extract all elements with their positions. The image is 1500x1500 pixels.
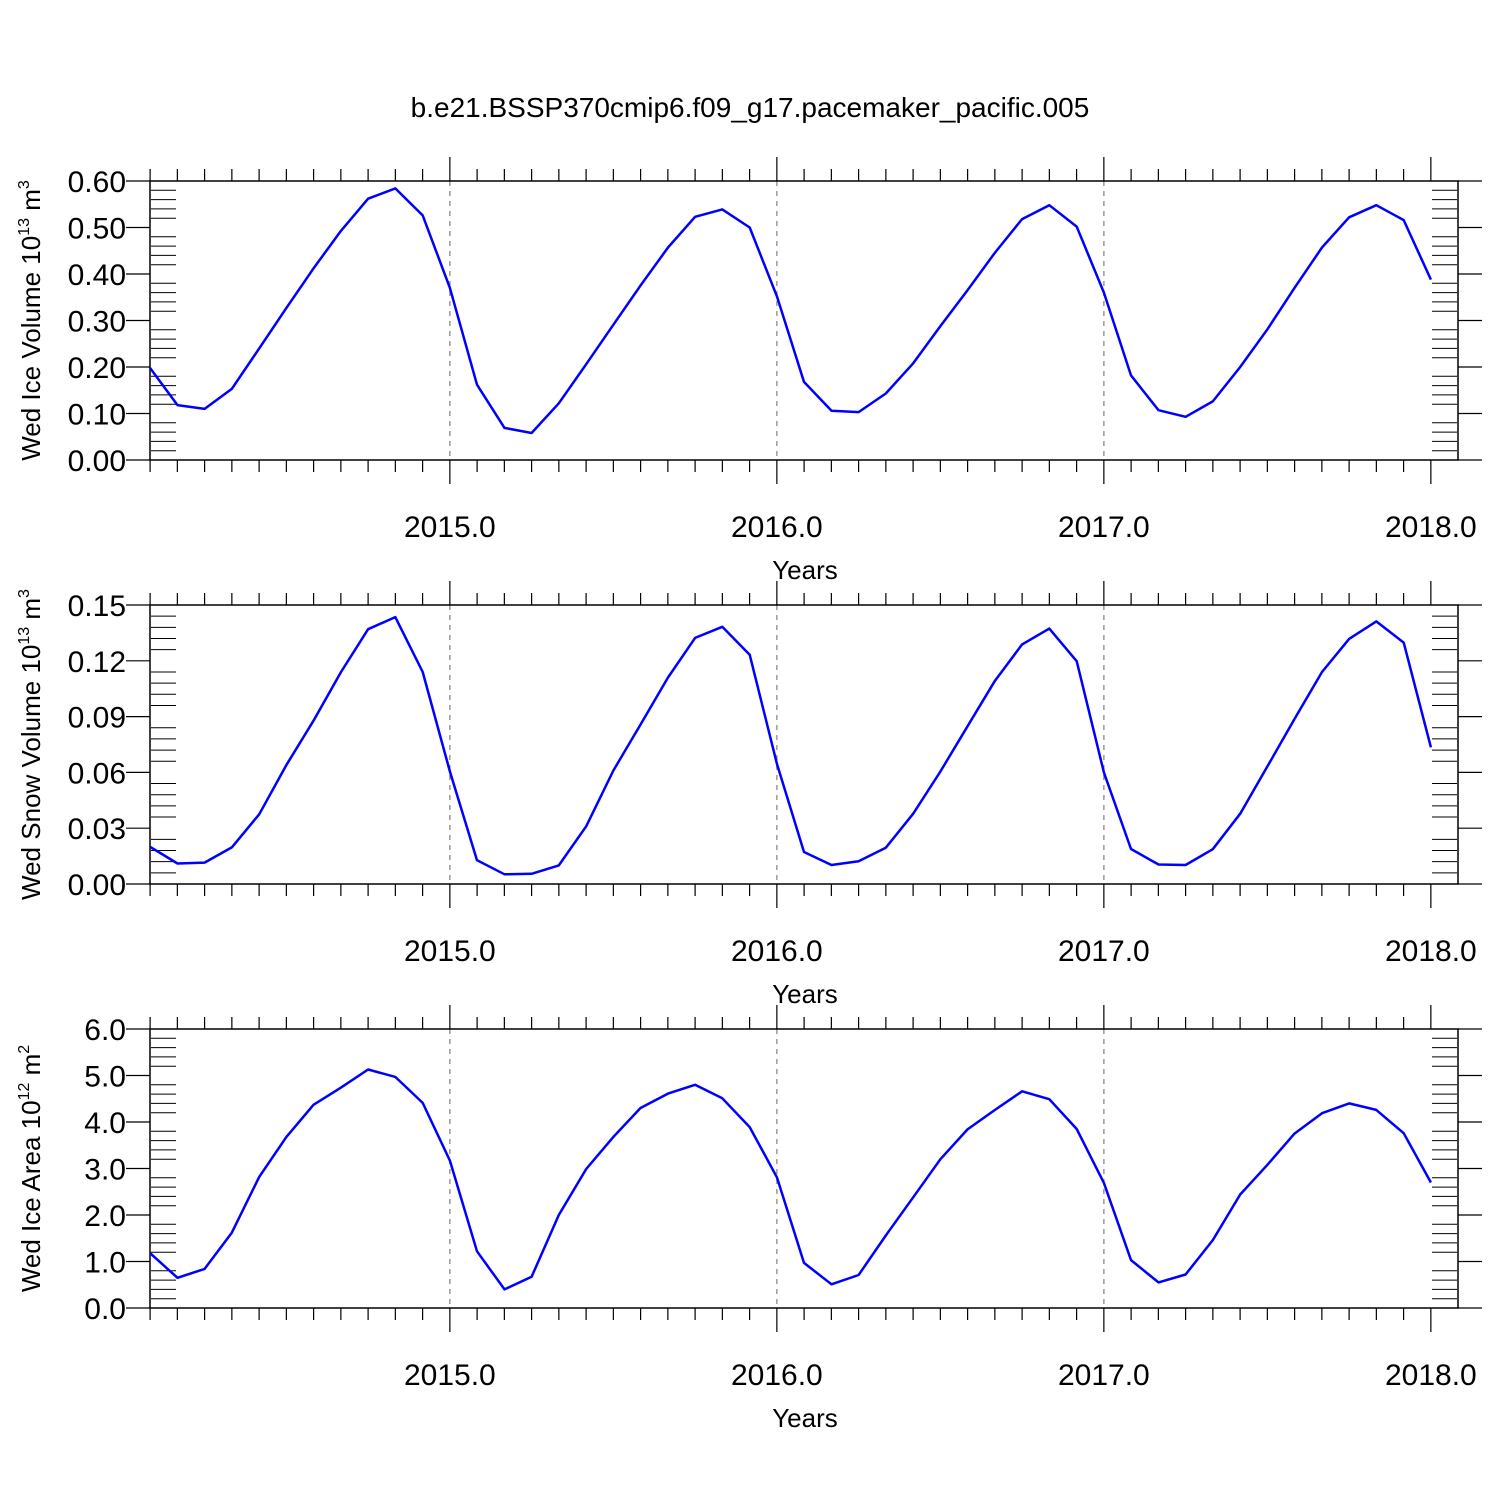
y-tick-label: 0.20 [68, 352, 126, 385]
chart-panels: 0.00 0.10 0.20 0.30 0.40 0.50 0.60 2015.0 2016.0… [16, 157, 1482, 1433]
y-tick-label: 0.30 [68, 306, 126, 339]
y-tick-label: 0.06 [68, 757, 126, 790]
y-tick-label: 2.0 [84, 1200, 126, 1233]
chart-title: b.e21.BSSP370cmip6.f09_g17.pacemaker_pac… [411, 92, 1090, 123]
chart-panel-1: 0.00 0.10 0.20 0.30 0.40 0.50 0.60 2015.0 2016.0… [16, 157, 1482, 585]
x-axis-label: Years [772, 1403, 838, 1433]
y-tick-label: 0.60 [68, 166, 126, 199]
chart-panel-2: 0.00 0.03 0.06 0.09 0.12 0.15 2015.0 2016.0 2017… [16, 581, 1482, 1009]
y-tick-label: 1.0 [84, 1247, 126, 1280]
x-axis-label: Years [772, 555, 838, 585]
y-tick-label: 0.09 [68, 702, 126, 735]
y-tick-label: 6.0 [84, 1014, 126, 1047]
series-line-1 [149, 1068, 1432, 1291]
x-tick-label: 2015.0 [404, 935, 496, 968]
y-tick-label: 0.0 [84, 1293, 126, 1326]
chart-panel-3: 0.0 1.0 2.0 3.0 4.0 5.0 6.0 2015.0 2016.0 2017.0 2… [16, 1005, 1482, 1433]
series-line-1 [148, 187, 1433, 435]
x-tick-label: 2015.0 [404, 1359, 496, 1392]
x-tick-label: 2017.0 [1058, 511, 1150, 544]
y-tick-label: 0.15 [68, 590, 126, 623]
x-tick-label: 2016.0 [731, 935, 823, 968]
x-axis-label: Years [772, 979, 838, 1009]
x-tick-label: 2016.0 [731, 1359, 823, 1392]
y-axis-label: Wed Snow Volume 1013 m3 [16, 589, 46, 900]
series-line-1 [149, 615, 1433, 876]
y-axis-label: Wed Ice Area 1012 m2 [16, 1045, 46, 1292]
x-tick-label: 2016.0 [731, 511, 823, 544]
x-tick-label: 2018.0 [1385, 511, 1477, 544]
y-tick-label: 0.00 [68, 869, 126, 902]
y-tick-label: 5.0 [84, 1061, 126, 1094]
x-tick-label: 2018.0 [1385, 1359, 1477, 1392]
y-tick-label: 0.12 [68, 646, 126, 679]
y-tick-label: 0.10 [68, 399, 126, 432]
plot-frame [149, 604, 1459, 885]
x-tick-label: 2017.0 [1058, 935, 1150, 968]
plot-frame [149, 1028, 1459, 1309]
y-tick-label: 4.0 [84, 1107, 126, 1140]
y-tick-label: 0.40 [68, 259, 126, 292]
y-tick-label: 0.50 [68, 213, 126, 246]
x-tick-label: 2018.0 [1385, 935, 1477, 968]
x-tick-label: 2017.0 [1058, 1359, 1150, 1392]
y-tick-label: 0.03 [68, 813, 126, 846]
y-axis-label: Wed Ice Volume 1013 m3 [16, 180, 46, 461]
y-tick-label: 3.0 [84, 1154, 126, 1187]
y-tick-label: 0.00 [68, 445, 126, 478]
x-tick-label: 2015.0 [404, 511, 496, 544]
